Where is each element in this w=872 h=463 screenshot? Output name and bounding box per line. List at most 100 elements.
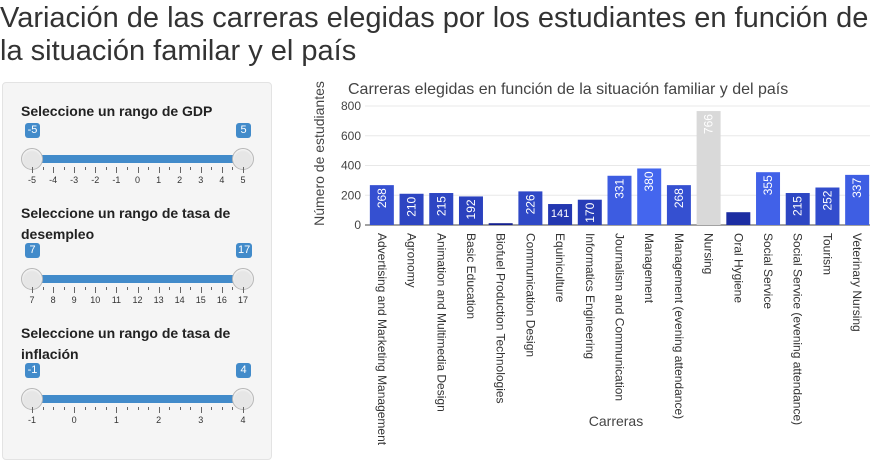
slider-minor-tick xyxy=(63,287,65,290)
slider-major-tick xyxy=(243,407,244,413)
bar xyxy=(815,187,840,225)
slider-major-tick xyxy=(179,167,181,173)
slider-major-tick xyxy=(116,167,118,173)
x-tick-label: Nursing xyxy=(702,233,716,274)
slider-major-tick xyxy=(53,287,55,293)
slider-tick-label: -4 xyxy=(49,175,58,185)
slider-major-tick xyxy=(53,167,55,173)
unemployment-range-slider[interactable]: 7 17 7 8 9 10 11 12 13 14 15 16 17 xyxy=(3,243,273,313)
slider-minor-tick xyxy=(105,167,107,170)
slider-minor-tick xyxy=(105,407,107,410)
bar xyxy=(637,168,662,225)
slider-major-tick xyxy=(95,167,97,173)
slider-major-tick xyxy=(32,287,33,293)
x-tick-label: Journalism and Communication xyxy=(613,233,627,401)
slider-tick-label: -1 xyxy=(27,415,36,425)
slider-tick-label: 13 xyxy=(153,295,164,305)
x-tick-label: Management (evening attendance) xyxy=(672,233,686,419)
bar-data-label: 141 xyxy=(551,208,569,220)
slider-to-value: 5 xyxy=(236,123,251,138)
bar xyxy=(577,199,602,225)
bar xyxy=(666,185,691,225)
bar-data-label: 268 xyxy=(672,188,686,208)
careers-bar-chart: Carreras elegidas en función de la situa… xyxy=(311,81,870,446)
x-tick-label: Biofuel Production Technologies xyxy=(494,233,508,404)
slider-major-tick xyxy=(74,407,76,413)
slider-tick-label: 11 xyxy=(111,295,122,305)
x-tick-label: Management xyxy=(642,233,656,304)
slider-tick-label: 8 xyxy=(50,295,56,305)
y-tick-label: 200 xyxy=(341,188,361,202)
x-tick-label: Basic Education xyxy=(464,233,478,319)
slider-major-tick xyxy=(158,407,160,413)
slider-to-value: 17 xyxy=(236,243,253,258)
slider-minor-tick xyxy=(179,407,181,410)
bar xyxy=(726,212,751,225)
slider-major-tick xyxy=(74,167,76,173)
x-tick-label: Agronomy xyxy=(405,233,419,288)
slider-tick-label: 4 xyxy=(219,175,225,185)
slider-major-tick xyxy=(116,287,118,293)
bar xyxy=(696,111,721,225)
bar-data-label: 331 xyxy=(613,178,627,198)
slider-major-tick xyxy=(221,287,223,293)
slider-major-tick xyxy=(243,167,244,173)
slider-minor-tick xyxy=(221,407,223,410)
slider-minor-tick xyxy=(63,167,65,170)
slider-major-tick xyxy=(200,167,202,173)
x-tick-label: Social Service xyxy=(761,233,775,309)
slider-tick-label: 17 xyxy=(237,295,248,305)
chart-title: Carreras elegidas en función de la situa… xyxy=(348,81,788,98)
unemployment-slider-label: Seleccione un rango de tasa de desempleo xyxy=(21,205,231,242)
slider-major-tick xyxy=(221,167,223,173)
gdp-slider-label: Seleccione un rango de GDP xyxy=(21,103,213,119)
slider-minor-tick xyxy=(53,407,55,410)
slider-minor-tick xyxy=(232,287,234,290)
slider-minor-tick xyxy=(232,167,234,170)
x-tick-label: Equiniculture xyxy=(553,233,567,303)
y-tick-label: 400 xyxy=(341,159,361,173)
x-tick-label: Communication Design xyxy=(523,233,537,357)
slider-tick-label: 3 xyxy=(198,415,204,425)
inflation-range-slider[interactable]: -1 4 -1 0 1 2 3 4 xyxy=(3,363,273,433)
gdp-range-slider[interactable]: -5 5 -5 -4 -3 -2 -1 0 1 2 3 4 5 xyxy=(3,123,273,193)
slider-major-tick xyxy=(137,167,139,173)
bar-data-label: 252 xyxy=(820,190,834,210)
slider-tick-label: -1 xyxy=(112,175,121,185)
slider-minor-tick xyxy=(42,167,44,170)
slider-tick-label: -5 xyxy=(27,175,36,185)
slider-minor-tick xyxy=(84,167,86,170)
bar-data-label: 210 xyxy=(405,196,419,216)
slider-selected-range xyxy=(32,275,243,283)
slider-minor-tick xyxy=(211,407,213,410)
inflation-slider-label: Seleccione un rango de tasa de inflación xyxy=(21,325,231,362)
bar-data-label: 337 xyxy=(850,178,864,198)
slider-tick-label: -2 xyxy=(91,175,100,185)
slider-minor-tick xyxy=(126,407,128,410)
slider-minor-tick xyxy=(190,287,192,290)
slider-tick-label: 0 xyxy=(134,175,140,185)
bar xyxy=(785,193,810,225)
sidebar-panel: Seleccione un rango de GDP -5 5 -5 -4 -3 -2 -1… xyxy=(2,82,272,460)
slider-tick-label: 5 xyxy=(240,175,246,185)
x-tick-label: Informatics Engineering xyxy=(583,233,597,359)
slider-tick-label: 12 xyxy=(132,295,143,305)
slider-minor-tick xyxy=(190,167,192,170)
bar xyxy=(607,175,632,225)
slider-minor-tick xyxy=(63,407,65,410)
slider-major-tick xyxy=(137,287,139,293)
slider-selected-range xyxy=(32,155,243,163)
slider-minor-tick xyxy=(211,287,213,290)
bar xyxy=(369,185,394,225)
slider-minor-tick xyxy=(190,407,192,410)
slider-minor-tick xyxy=(148,407,150,410)
bar-data-label: 766 xyxy=(702,114,716,134)
slider-tick-label: 3 xyxy=(198,175,204,185)
slider-major-tick xyxy=(243,287,244,293)
x-tick-label: Oral Hygiene xyxy=(731,233,745,303)
y-axis-label: Número de estudiantes xyxy=(311,81,327,226)
slider-minor-tick xyxy=(84,287,86,290)
slider-minor-tick xyxy=(148,287,150,290)
slider-tick-label: 15 xyxy=(195,295,206,305)
slider-tick-label: 2 xyxy=(177,175,183,185)
